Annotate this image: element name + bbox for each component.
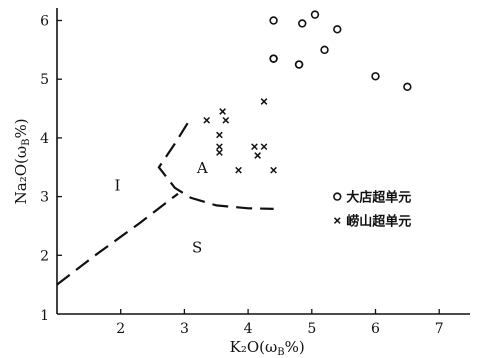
point-cross-9-b: [260, 143, 268, 151]
point-cross-8-b: [254, 152, 261, 159]
point-cross-11-b: [260, 98, 268, 105]
y-axis-label: Na₂O(ωB%): [12, 118, 32, 204]
point-cross-7-b: [251, 143, 258, 151]
point-cross-0: [203, 116, 211, 124]
x-tick-label-6: 6: [371, 321, 380, 337]
point-cross-3-b: [216, 131, 223, 139]
region-label-I: I: [115, 177, 121, 195]
point-cross-11: [260, 98, 268, 105]
point-cross-6: [235, 166, 242, 174]
point-cross-0-b: [203, 116, 211, 124]
y-tick-label-2: 2: [40, 248, 49, 264]
point-circle-6: [269, 54, 278, 63]
legend-marker-1-b: [333, 217, 341, 224]
point-cross-9: [260, 143, 268, 151]
point-cross-3: [216, 131, 223, 139]
y-tick-label-4: 4: [40, 131, 49, 147]
field-boundaries: [56, 122, 274, 286]
point-cross-1-b: [219, 108, 226, 115]
point-circle-9: [371, 72, 380, 81]
point-circle-2: [310, 10, 320, 19]
x-axis-label: K₂O(ωB%): [230, 338, 305, 358]
point-cross-2-b: [222, 116, 230, 124]
point-circle-4: [333, 25, 342, 34]
legend-label-1: 崂山超单元: [346, 214, 411, 230]
region-label-S: S: [192, 238, 202, 256]
point-cross-4: [216, 143, 223, 151]
boundary-I-S: [56, 192, 179, 286]
x-tick-label-2: 2: [116, 321, 125, 337]
point-cross-5: [216, 149, 223, 156]
point-cross-10-b: [270, 166, 277, 174]
region-label-A: A: [196, 159, 208, 177]
point-cross-6-b: [235, 166, 242, 174]
point-cross-4-b: [216, 143, 223, 151]
point-cross-1: [219, 108, 226, 115]
point-circle-1: [298, 19, 307, 28]
point-circle-10: [403, 82, 412, 92]
point-cross-2: [222, 116, 230, 124]
y-tick-label-6: 6: [40, 14, 49, 30]
data-points: [203, 10, 412, 174]
x-tick-label-3: 3: [180, 321, 189, 337]
legend-label-0: 大店超单元: [346, 190, 411, 206]
legend-marker-1: [333, 217, 341, 224]
boundary-A: [157, 122, 274, 210]
point-cross-5-b: [216, 149, 223, 156]
point-circle-0: [269, 16, 278, 25]
point-cross-8: [254, 152, 261, 159]
axes: 2 3 4 5 6 7 2 3 4 5 6 1: [40, 8, 470, 337]
x-tick-label-4: 4: [244, 321, 253, 337]
legend-marker-0: [333, 192, 342, 201]
point-cross-7: [251, 143, 258, 151]
y-tick-label-5: 5: [40, 72, 49, 88]
point-circle-8: [294, 60, 304, 69]
y-tick-label-3: 3: [40, 190, 49, 206]
origin-label: 1: [40, 308, 49, 324]
point-cross-10: [270, 166, 277, 174]
x-tick-label-7: 7: [435, 321, 444, 337]
point-circle-3: [320, 45, 329, 55]
x-tick-label-5: 5: [307, 321, 316, 337]
